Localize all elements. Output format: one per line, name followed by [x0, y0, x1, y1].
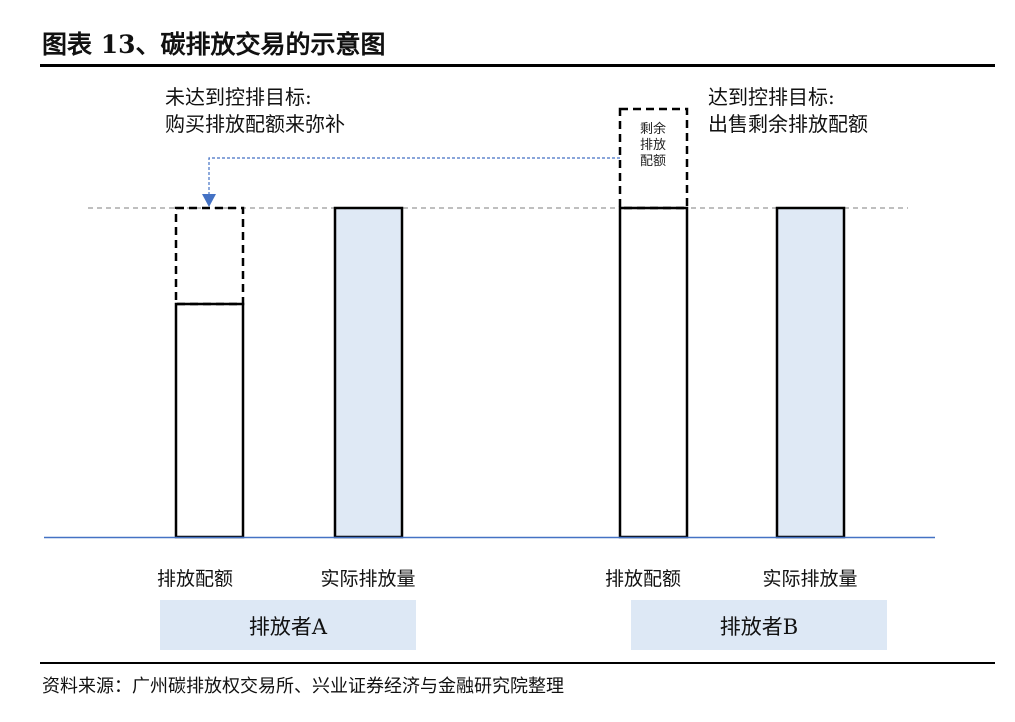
- left-annotation-line1: 未达到控排目标:: [165, 85, 312, 109]
- left-annotation-line2: 购买排放配额来弥补: [165, 112, 345, 136]
- title-rule: [40, 64, 995, 67]
- label-a-allowance: 排放配额: [157, 568, 233, 590]
- label-b-actual: 实际排放量: [762, 568, 857, 590]
- bar-b-actual: [775, 206, 846, 539]
- group-a-label: 排放者A: [249, 615, 328, 639]
- source-note: 资料来源：广州碳排放权交易所、兴业证券经济与金融研究院整理: [42, 676, 564, 697]
- surplus-label-2: 排放: [640, 138, 666, 153]
- source-rule: [40, 662, 995, 664]
- group-b-box: [631, 600, 887, 650]
- right-annotation-line2: 出售剩余排放配额: [708, 112, 868, 136]
- group-a-box: [160, 600, 416, 650]
- label-a-actual: 实际排放量: [320, 568, 415, 590]
- bar-a-actual: [333, 206, 404, 539]
- bar-b-allowance: [618, 206, 689, 539]
- group-b-label: 排放者B: [720, 615, 798, 639]
- surplus-label-1: 剩余: [640, 121, 666, 137]
- transfer-arrow: [208, 157, 620, 196]
- bar-a-allowance: [174, 302, 245, 539]
- surplus-label-3: 配额: [640, 154, 666, 169]
- bar-b-surplus: [618, 107, 689, 210]
- label-b-allowance: 排放配额: [605, 568, 681, 590]
- figure-title: 图表 13、碳排放交易的示意图: [42, 30, 386, 59]
- bar-a-shortfall: [174, 206, 245, 306]
- right-annotation-line1: 达到控排目标:: [708, 85, 835, 109]
- arrow-head-icon: [202, 194, 216, 207]
